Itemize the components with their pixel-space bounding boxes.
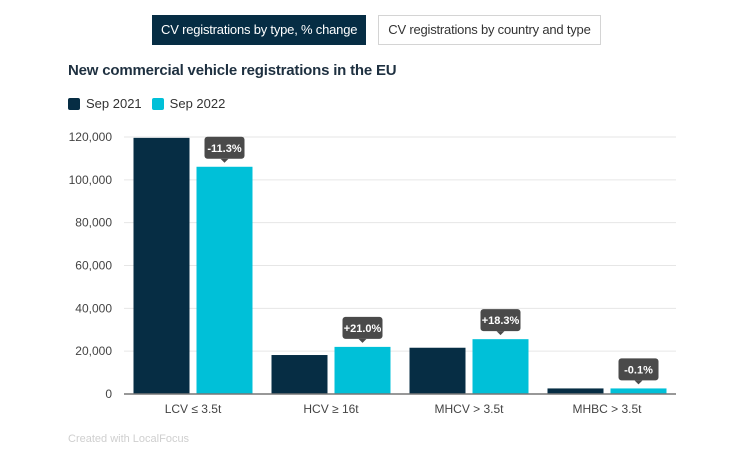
change-label: +18.3%: [482, 315, 520, 327]
tab-cv-by-type[interactable]: CV registrations by type, % change: [152, 15, 367, 45]
bar-sep-2022: [610, 388, 667, 394]
y-tick-label: 100,000: [69, 173, 113, 187]
y-tick-label: 80,000: [75, 216, 112, 230]
x-category-label: MHBC > 3.5t: [572, 402, 642, 416]
change-label: -11.3%: [207, 143, 241, 155]
tab-cv-by-country[interactable]: CV registrations by country and type: [378, 15, 601, 45]
bar-sep-2021: [133, 137, 190, 394]
change-tooltip: [618, 358, 659, 381]
legend-item-sep-2022[interactable]: Sep 2022: [151, 96, 226, 111]
legend-label-sep-2021: Sep 2021: [86, 96, 142, 111]
tooltip-pointer: [358, 338, 367, 343]
change-label: -0.1%: [624, 364, 653, 376]
x-category-label: MHCV > 3.5t: [434, 402, 504, 416]
x-category-label: HCV ≥ 16t: [303, 402, 359, 416]
y-tick-label: 40,000: [75, 301, 112, 315]
bar-sep-2021: [547, 388, 604, 394]
tooltip-pointer: [496, 331, 505, 336]
legend-label-sep-2022: Sep 2022: [169, 96, 226, 111]
change-tooltip: [480, 309, 521, 332]
legend-swatch-sep-2022: [151, 97, 164, 110]
y-tick-label: 20,000: [75, 344, 112, 358]
bar-sep-2022: [196, 166, 253, 394]
bar-sep-2021: [409, 347, 466, 394]
y-tick-label: 60,000: [75, 259, 112, 273]
change-tooltip: [204, 136, 245, 159]
x-category-label: LCV ≤ 3.5t: [165, 402, 222, 416]
change-label: +21.0%: [344, 323, 382, 335]
credit-text: Created with LocalFocus: [68, 433, 190, 445]
y-tick-label: 0: [105, 387, 112, 401]
tab-bar: CV registrations by type, % change CV re…: [152, 15, 601, 45]
y-tick-label: 120,000: [69, 130, 113, 144]
bar-sep-2021: [271, 355, 328, 394]
bar-sep-2022: [472, 339, 529, 394]
bar-sep-2022: [334, 346, 391, 394]
legend-swatch-sep-2021: [68, 97, 80, 110]
chart-title: New commercial vehicle registrations in …: [68, 62, 397, 79]
legend: Sep 2021 Sep 2022: [68, 96, 225, 111]
tooltip-pointer: [220, 158, 229, 163]
change-tooltip: [342, 316, 383, 339]
tooltip-pointer: [634, 380, 643, 385]
legend-item-sep-2021[interactable]: Sep 2021: [68, 96, 142, 111]
